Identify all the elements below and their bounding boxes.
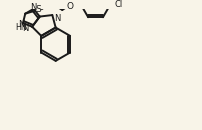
Text: N: N bbox=[54, 14, 61, 23]
Text: HN: HN bbox=[16, 23, 27, 32]
Text: N: N bbox=[31, 3, 37, 12]
Text: S: S bbox=[35, 5, 41, 14]
Text: O: O bbox=[66, 2, 73, 11]
Text: N: N bbox=[18, 20, 24, 29]
Text: N: N bbox=[22, 24, 28, 33]
Text: Cl: Cl bbox=[115, 0, 123, 9]
